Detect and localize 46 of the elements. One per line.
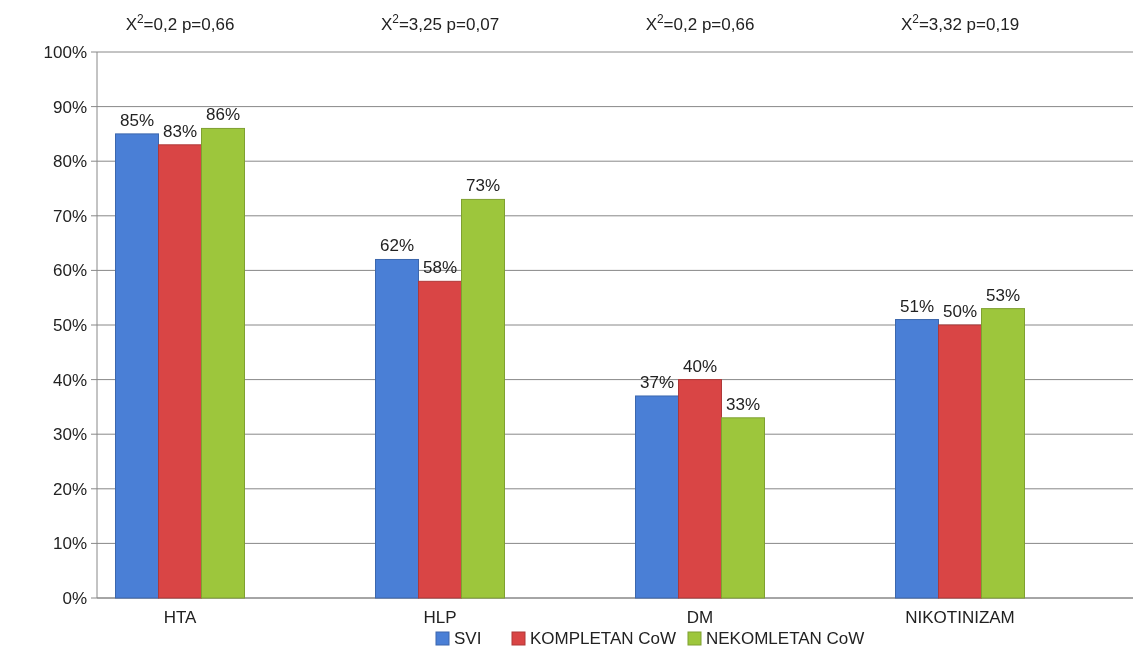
data-label: 83% xyxy=(162,121,198,141)
x-tick-label: HTA xyxy=(163,608,198,627)
y-tick-label: 80% xyxy=(52,152,87,172)
data-label: 53% xyxy=(985,285,1021,305)
data-label: 85% xyxy=(119,110,155,130)
bar xyxy=(938,324,982,599)
bar xyxy=(721,417,765,599)
y-tick-label: 40% xyxy=(52,370,87,390)
data-label: 62% xyxy=(379,236,415,256)
x-tick-label: DM xyxy=(686,608,714,627)
data-label: 40% xyxy=(682,356,718,376)
data-label: 73% xyxy=(465,176,501,196)
text: X$^{2}$=3,25 p=0,07 xyxy=(380,12,500,34)
data-label: 51% xyxy=(899,296,935,316)
bar xyxy=(678,379,722,599)
legend-label: NEKOMLETAN CoW xyxy=(706,629,865,648)
y-tick-label: 30% xyxy=(52,425,87,445)
bar xyxy=(201,127,245,599)
y-tick-label: 0% xyxy=(62,588,87,608)
y-tick-label: 50% xyxy=(52,315,87,335)
bar xyxy=(115,133,159,599)
bar xyxy=(375,258,419,599)
text: X$^{2}$=3,32 p=0,19 xyxy=(900,12,1020,34)
text: X$^{2}$=0,2 p=0,66 xyxy=(645,12,755,34)
x-tick-label: HLP xyxy=(423,608,457,627)
data-label: 50% xyxy=(942,302,978,321)
legend-label: KOMPLETAN CoW xyxy=(530,629,677,648)
text: X$^{2}$=0,2 p=0,66 xyxy=(125,12,235,34)
data-label: 37% xyxy=(639,372,675,392)
y-tick-label: 70% xyxy=(52,206,87,226)
bar xyxy=(981,308,1025,599)
bar xyxy=(635,395,679,599)
y-tick-label: 20% xyxy=(52,479,87,499)
bar xyxy=(158,144,202,599)
bar xyxy=(895,319,939,599)
data-label: 58% xyxy=(422,258,458,278)
x-tick-label: NIKOTINIZAM xyxy=(905,608,1015,627)
y-tick-label: 90% xyxy=(52,97,87,117)
data-label: 86% xyxy=(205,105,241,125)
legend-label: SVI xyxy=(454,629,482,648)
bar xyxy=(418,280,462,599)
y-tick-label: 10% xyxy=(52,534,87,554)
y-tick-label: 100% xyxy=(43,42,87,62)
bar xyxy=(461,198,505,599)
data-label: 33% xyxy=(725,394,761,414)
y-tick-label: 60% xyxy=(52,261,87,281)
